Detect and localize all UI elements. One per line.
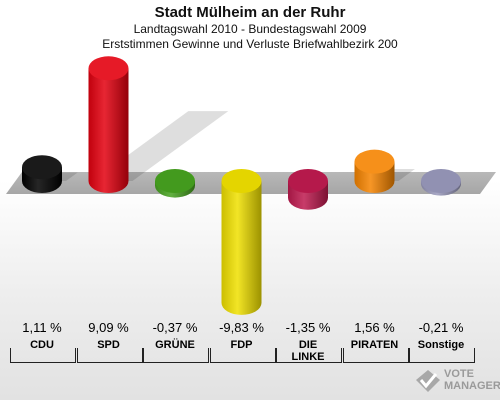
category-label-fdp: FDP <box>230 339 253 351</box>
category-bracket-sonstige <box>409 348 475 363</box>
bar-fdp <box>221 169 262 315</box>
value-label-cdu: 1,11 % <box>22 320 62 335</box>
value-label-grüne: -0,37 % <box>152 320 198 335</box>
bar-die-linke <box>288 169 328 210</box>
value-label-fdp: -9,83 % <box>219 320 264 335</box>
chart-subtitle: Landtagswahl 2010 - Bundestagswahl 2009 <box>133 22 367 36</box>
value-label-sonstige: -0,21 % <box>418 320 464 335</box>
category-label-sonstige: Sonstige <box>417 339 465 351</box>
bars <box>22 56 461 315</box>
vote-manager-logo: VOTE MANAGER <box>414 366 500 396</box>
value-label-die-linke: -1,35 % <box>285 320 331 335</box>
logo-line-1: VOTE <box>444 368 474 380</box>
category-bracket-die-linke <box>276 348 342 363</box>
category-bracket-fdp <box>209 348 276 363</box>
value-label-piraten: 1,56 % <box>354 320 395 335</box>
value-label-spd: 9,09 % <box>88 320 129 335</box>
category-label-piraten: PIRATEN <box>350 339 399 351</box>
category-label-cdu: CDU <box>30 339 54 351</box>
category-label-die-linke: DIE LINKE <box>291 339 325 363</box>
bar-sonstige <box>421 169 461 196</box>
bar-spd <box>88 56 129 193</box>
ballot-icon <box>416 370 440 392</box>
bar-grüne <box>155 169 195 198</box>
category-bracket-piraten <box>342 348 409 363</box>
logo-line-2: MANAGER <box>444 380 500 392</box>
chart-subtitle-2: Erststimmen Gewinne und Verluste Briefwa… <box>102 37 398 51</box>
logo-text: VOTE MANAGER <box>444 368 500 392</box>
bar-cdu <box>22 155 62 193</box>
chart-title: Stadt Mülheim an der Ruhr <box>154 4 346 21</box>
bar-piraten <box>354 149 395 193</box>
bar-chart <box>6 56 496 315</box>
category-bracket-grüne <box>143 348 209 363</box>
category-bracket-spd <box>76 348 143 363</box>
category-bracket-cdu <box>10 348 76 363</box>
category-label-spd: SPD <box>97 339 120 351</box>
category-label-grüne: GRÜNE <box>155 339 195 351</box>
